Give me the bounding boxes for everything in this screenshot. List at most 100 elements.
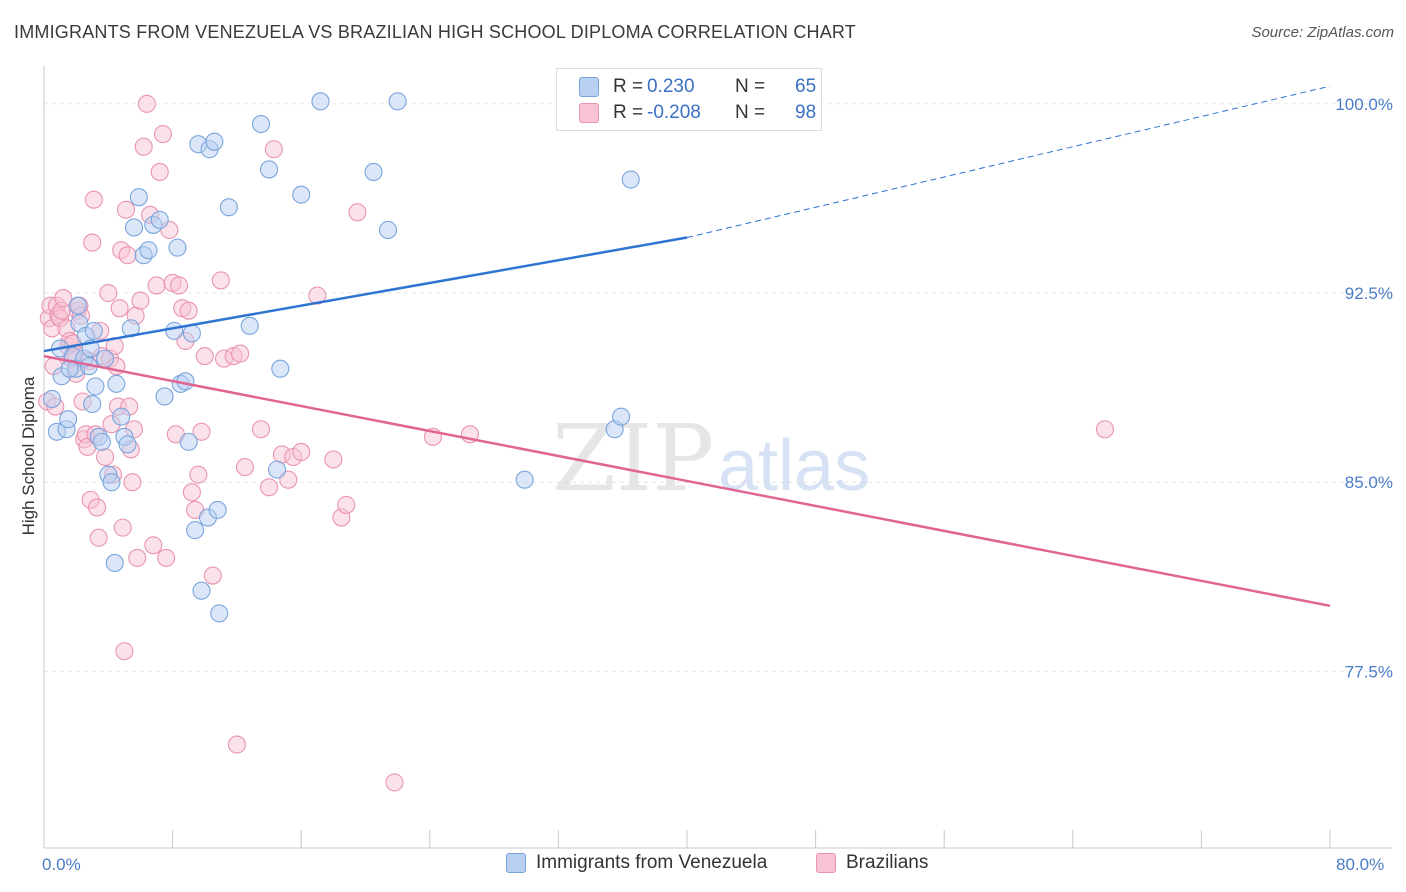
- venezuela-point: [205, 132, 224, 151]
- venezuela-point: [240, 316, 259, 335]
- venezuela-point: [107, 374, 126, 393]
- venezuela-point: [112, 407, 131, 426]
- venezuela-point: [259, 160, 279, 179]
- venezuela-point: [139, 241, 158, 260]
- venezuela-point: [192, 581, 211, 600]
- brazilians-point: [54, 289, 73, 308]
- venezuela-point: [129, 188, 148, 207]
- brazilians-point: [231, 344, 250, 363]
- venezuela-point: [86, 377, 105, 396]
- brazilians-point: [89, 528, 108, 547]
- venezuela-point: [92, 432, 111, 451]
- venezuela-point: [68, 296, 87, 315]
- y-tick-label: 92.5%: [1345, 284, 1393, 303]
- venezuela-point: [165, 321, 184, 340]
- brazilians-point: [324, 450, 343, 469]
- brazilians-point: [113, 518, 132, 537]
- venezuela-point: [621, 170, 640, 189]
- brazilians-point: [279, 470, 298, 489]
- brazilians-point: [84, 190, 103, 209]
- venezuela-point: [515, 470, 534, 489]
- venezuela-point: [268, 460, 287, 479]
- brazilians-point: [195, 347, 214, 366]
- legend-r-label: R =: [613, 102, 644, 123]
- brazilians-point: [182, 483, 201, 502]
- brazilians-point: [115, 642, 134, 661]
- brazilians-point: [134, 137, 153, 156]
- legend-r-value-venezuela: 0.230: [647, 76, 695, 97]
- venezuela-point: [179, 432, 198, 451]
- brazilians-point: [144, 536, 163, 555]
- brazilians-point: [264, 140, 283, 159]
- axes: [43, 66, 1392, 849]
- venezuela-point: [388, 92, 407, 111]
- brazilians-point: [131, 291, 150, 310]
- brazilians-point: [128, 548, 147, 567]
- brazilians-point: [203, 566, 222, 585]
- brazilians-point: [116, 200, 136, 219]
- brazilians-point: [192, 422, 211, 441]
- brazilians-point: [83, 233, 102, 252]
- brazilians-point: [211, 271, 230, 290]
- venezuela-point: [182, 324, 201, 343]
- y-tick-labels: 77.5% 85.0% 92.5% 100.0%: [1335, 95, 1393, 682]
- venezuela-point: [208, 500, 227, 520]
- venezuela-point: [84, 321, 103, 340]
- legend-n-label: N =: [735, 76, 766, 97]
- brazilians-point: [1095, 420, 1114, 439]
- brazilians-point: [118, 246, 137, 265]
- venezuela-point: [364, 162, 383, 181]
- y-tick-label: 85.0%: [1345, 473, 1393, 492]
- brazilians-point: [259, 478, 279, 497]
- x-tick-label-max: 80.0%: [1336, 855, 1384, 874]
- venezuela-point: [83, 394, 102, 414]
- x-tick-label-min: 0.0%: [42, 855, 81, 874]
- bottom-legend-label-venezuela: Immigrants from Venezuela: [536, 852, 768, 873]
- venezuela-point: [118, 435, 137, 454]
- venezuela-point: [251, 114, 271, 134]
- venezuela-point: [378, 220, 398, 240]
- venezuela-point: [102, 473, 121, 492]
- brazilians-point: [99, 283, 118, 303]
- brazilians-point: [337, 495, 356, 514]
- brazilians-point: [251, 420, 271, 439]
- venezuela-point: [155, 387, 174, 406]
- brazilians-point: [292, 442, 311, 462]
- grid-lines: [44, 103, 1392, 672]
- legend-n-value-venezuela: 65: [795, 76, 817, 97]
- venezuela-point: [292, 185, 311, 204]
- legend-swatch-venezuela: [579, 77, 599, 97]
- brazilians-point: [157, 548, 176, 567]
- venezuela-point: [168, 238, 187, 257]
- brazilians-point: [150, 162, 169, 181]
- brazilians-point: [153, 125, 173, 144]
- venezuela-point: [219, 198, 238, 217]
- series-venezuela: [42, 92, 640, 623]
- watermark-atlas: atlas: [718, 426, 870, 506]
- y-tick-label: 100.0%: [1335, 95, 1393, 114]
- trend-line-venezuela: [43, 236, 688, 353]
- brazilians-point: [137, 94, 156, 113]
- brazilians-point: [123, 473, 142, 492]
- trend-line-brazilians: [43, 354, 1331, 608]
- brazilians-point: [348, 203, 367, 222]
- watermark-zip: ZIP: [552, 405, 714, 512]
- venezuela-point: [150, 210, 169, 229]
- venezuela-point: [186, 521, 205, 540]
- venezuela-point: [42, 389, 62, 409]
- venezuela-point: [59, 410, 78, 429]
- legend-n-label: N =: [735, 102, 766, 123]
- legend-r-label: R =: [613, 76, 644, 97]
- correlation-legend: R = 0.230 N = 65 R = -0.208 N = 98: [556, 68, 822, 131]
- source-label: Source: ZipAtlas.com: [1251, 24, 1394, 41]
- venezuela-point: [210, 604, 229, 623]
- venezuela-point: [311, 92, 330, 111]
- y-axis-label: High School Diploma: [19, 376, 38, 535]
- watermark: ZIP atlas: [552, 405, 870, 512]
- brazilians-point: [179, 301, 198, 320]
- brazilians-point: [110, 299, 129, 318]
- trend-line-venezuela-extension: [686, 85, 1331, 239]
- trend-lines: [43, 85, 1331, 608]
- legend-swatch-brazilians: [579, 103, 599, 123]
